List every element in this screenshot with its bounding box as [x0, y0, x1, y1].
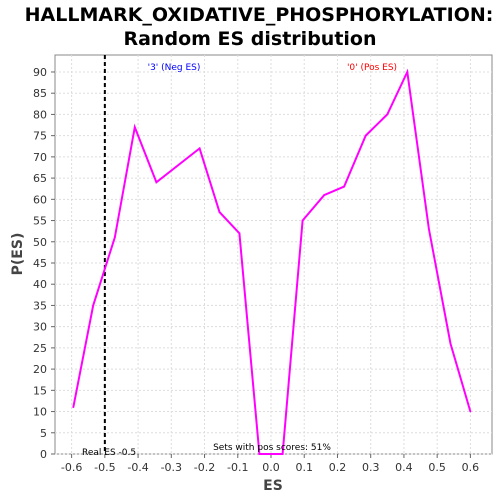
data-point [281, 453, 284, 455]
y-tick-label: 90 [33, 66, 47, 79]
data-point [72, 406, 75, 409]
y-tick-label: 85 [33, 87, 47, 100]
x-tick-label: 0.3 [362, 461, 380, 474]
data-point [406, 71, 409, 73]
y-tick-label: 35 [33, 299, 47, 312]
pos-es-label: '0' (Pos ES) [347, 63, 397, 73]
y-tick-label: 45 [33, 257, 47, 270]
y-tick-label: 75 [33, 130, 47, 143]
y-axis-ticks: 0 5 10 15 20 25 30 35 40 45 50 55 60 65 70 75 80 85 90 [33, 66, 55, 461]
y-tick-label: 70 [33, 151, 47, 164]
y-tick-label: 65 [33, 172, 47, 185]
data-point [301, 219, 304, 222]
x-tick-label: 0.6 [462, 461, 480, 474]
y-tick-label: 30 [33, 321, 47, 334]
x-tick-label: -0.6 [61, 461, 82, 474]
data-point [469, 410, 472, 413]
data-point [386, 113, 389, 116]
data-point [449, 342, 452, 345]
plot-area [54, 54, 493, 455]
chart-title: HALLMARK_OXIDATIVE_PHOSPHORYLATION: [25, 4, 494, 26]
data-point [133, 126, 136, 128]
data-point [92, 304, 95, 307]
x-tick-label: 0.5 [428, 461, 446, 474]
y-axis-label: P(ES) [10, 233, 26, 276]
x-tick-label: 0.1 [295, 461, 313, 474]
data-point [323, 194, 325, 196]
x-tick-label: -0.1 [227, 461, 248, 474]
data-point [364, 134, 367, 137]
y-tick-label: 20 [33, 363, 47, 376]
y-tick-label: 50 [33, 236, 47, 249]
x-tick-label: 0.0 [262, 461, 280, 474]
data-point [258, 453, 261, 455]
y-tick-label: 55 [33, 215, 47, 228]
x-tick-label: -0.2 [194, 461, 215, 474]
series-points [72, 71, 472, 455]
data-point [198, 147, 201, 150]
data-point [238, 232, 241, 235]
y-tick-label: 60 [33, 193, 47, 206]
real-es-label: Real ES -0.5 [82, 448, 136, 458]
y-tick-label: 5 [40, 427, 47, 440]
x-tick-label: -0.5 [94, 461, 115, 474]
y-tick-label: 0 [40, 448, 47, 461]
y-tick-label: 80 [33, 108, 47, 121]
x-axis-ticks: -0.6 -0.5 -0.4 -0.3 -0.2 -0.1 0.0 0.1 0.2 0.3 0.4 0… [61, 454, 479, 474]
x-axis-label: ES [263, 478, 283, 494]
data-point [343, 185, 345, 188]
y-tick-label: 15 [33, 384, 47, 397]
y-tick-label: 40 [33, 278, 47, 291]
x-tick-label: -0.3 [161, 461, 182, 474]
data-point [218, 211, 221, 213]
x-tick-label: 0.4 [395, 461, 413, 474]
neg-es-label: '3' (Neg ES) [148, 63, 201, 73]
grid [55, 55, 492, 455]
data-point [428, 228, 430, 230]
data-point [155, 181, 158, 184]
y-tick-label: 10 [33, 406, 47, 419]
chart-subtitle: Random ES distribution [123, 28, 376, 50]
data-point [114, 236, 116, 239]
y-tick-label: 25 [33, 342, 47, 355]
pos-scores-label: Sets with pos scores: 51% [213, 443, 331, 453]
x-tick-label: -0.4 [127, 461, 148, 474]
x-tick-label: 0.2 [329, 461, 347, 474]
